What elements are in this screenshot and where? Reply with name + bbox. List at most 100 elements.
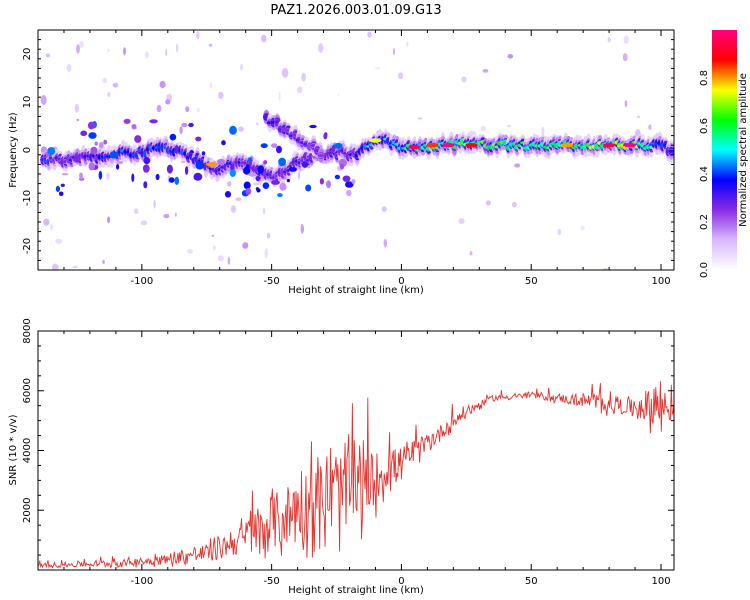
spectrogram-ridge-cell xyxy=(317,154,325,157)
spectrogram-scatter-blob xyxy=(116,164,120,170)
spectrogram-noise-blob xyxy=(648,124,652,130)
spectrogram-scatter-blob xyxy=(55,185,61,192)
spectrogram-noise-blob xyxy=(557,229,562,235)
spectrogram-scatter-blob xyxy=(134,135,142,143)
spectrogram-hotspot xyxy=(426,143,439,148)
spectrogram-noise-blob xyxy=(392,47,396,56)
spectrogram-noise-blob xyxy=(301,72,307,82)
spectrogram-scatter-blob xyxy=(94,155,98,161)
spectrogram-noise-blob xyxy=(40,95,47,105)
spectrogram-scatter-blob xyxy=(174,145,179,154)
spectrogram-scatter-blob xyxy=(288,167,297,172)
spectrogram-heatmap xyxy=(40,31,674,270)
axis-tick-label: 4000 xyxy=(22,438,33,463)
spectrogram-scatter-blob xyxy=(109,151,119,159)
spectrogram-scatter-blob xyxy=(229,125,237,135)
spectrogram-noise-blob xyxy=(297,171,301,180)
spectrogram-scatter-blob xyxy=(271,143,278,148)
spectrogram-scatter-blob xyxy=(201,151,206,156)
spectrogram-scatter-blob xyxy=(79,172,83,179)
spectrogram-noise-blob xyxy=(227,256,231,265)
spectrogram-noise-blob xyxy=(480,126,486,132)
colorbar-scale xyxy=(712,30,737,270)
snr-frame xyxy=(37,330,675,571)
spectrogram-noise-blob xyxy=(79,41,84,49)
spectrogram-noise-blob xyxy=(262,207,266,215)
chart-title: PAZ1.2026.003.01.09.G13 xyxy=(270,3,441,18)
snr-y-label: SNR (10 * v/v) xyxy=(8,414,19,485)
spectrogram-noise-blob xyxy=(211,234,215,237)
spectrogram-noise-blob xyxy=(458,218,465,225)
axis-tick-label: 0.2 xyxy=(699,214,710,230)
spectrogram-noise-blob xyxy=(153,199,156,209)
spectrogram-scatter-blob xyxy=(193,172,203,181)
spectrogram-noise-blob xyxy=(217,255,224,262)
spectrogram-noise-blob xyxy=(175,43,179,53)
spectrogram-scatter-blob xyxy=(131,173,135,182)
axis-tick-label: 50 xyxy=(525,576,538,587)
colorbar-label: Normalized spectral amplitude xyxy=(738,73,749,227)
spectrogram-scatter-blob xyxy=(339,163,345,170)
spectrogram-noise-blob xyxy=(102,259,105,264)
colorbar-ticks: 0.0 0.2 0.4 0.6 0.8 xyxy=(699,70,710,278)
spectrogram-noise-blob xyxy=(209,82,213,89)
spectrogram-scatter-blob xyxy=(143,157,151,165)
spectrogram-scatter-blob xyxy=(277,193,283,198)
axis-tick-label: 8000 xyxy=(22,318,33,343)
spectrogram-scatter-blob xyxy=(305,184,312,192)
spectrogram-scatter-blob xyxy=(123,118,131,124)
spectrogram-noise-blob xyxy=(163,214,170,219)
spectrogram-noise-blob xyxy=(622,53,628,62)
spectrogram-noise-blob xyxy=(179,126,183,135)
spectrogram-noise-blob xyxy=(252,182,260,186)
spectrogram-noise-blob xyxy=(156,104,162,113)
axis-tick-label: 20 xyxy=(22,48,33,61)
snr-ticks: -100 -50 0 50 100 2000 4000 6000 8000 xyxy=(22,318,674,587)
spectrogram-noise-blob xyxy=(52,263,59,270)
spectrogram-noise-blob xyxy=(256,122,259,126)
spectrogram-noise-blob xyxy=(318,43,324,53)
spectrogram-noise-blob xyxy=(623,35,629,44)
spectrogram-scatter-blob xyxy=(98,141,104,149)
spectrogram-noise-blob xyxy=(213,245,216,250)
spectrogram-scatter-blob xyxy=(333,142,343,149)
spectrogram-noise-blob xyxy=(264,248,269,258)
spectrogram-hotspot xyxy=(408,144,421,150)
axis-tick-label: -50 xyxy=(263,576,279,587)
spectrogram-hotspot xyxy=(623,143,636,148)
spectrogram-scatter-blob xyxy=(263,160,268,165)
spectrogram-noise-blob xyxy=(50,224,53,231)
spectrogram-noise-blob xyxy=(238,126,244,132)
spectrogram-noise-blob xyxy=(72,265,78,269)
axis-tick-label: 2000 xyxy=(22,498,33,523)
spectrogram-scatter-blob xyxy=(47,147,56,156)
spectrogram-hotspot xyxy=(205,162,218,167)
spectrogram-noise-blob xyxy=(186,249,193,254)
spectrogram-noise-blob xyxy=(469,251,473,256)
spectrogram-noise-blob xyxy=(227,181,232,187)
spectrogram-scatter-blob xyxy=(87,121,95,130)
spectrogram-scatter-blob xyxy=(279,182,287,191)
spectrogram-scatter-blob xyxy=(103,139,108,145)
spectrogram-frame xyxy=(37,29,675,271)
spectrogram-scatter-blob xyxy=(345,181,354,188)
spectrogram-scatter-blob xyxy=(143,181,148,189)
spectrogram-scatter-blob xyxy=(149,119,158,124)
spectrogram-scatter-blob xyxy=(60,183,65,187)
spectrogram-hotspot xyxy=(465,143,478,148)
spectrogram-noise-blob xyxy=(165,99,171,105)
spectrogram-scatter-blob xyxy=(184,166,189,175)
spectrogram-noise-blob xyxy=(235,197,242,201)
spectrogram-scatter-blob xyxy=(44,159,48,163)
spectrogram-noise-blob xyxy=(367,31,372,38)
spectrogram-scatter-blob xyxy=(319,178,324,185)
spectrogram-noise-blob xyxy=(122,47,127,56)
spectrogram-noise-blob xyxy=(174,212,177,217)
spectrogram-noise-blob xyxy=(461,76,467,83)
spectrogram-noise-blob xyxy=(511,201,517,208)
colorbar: 0.0 0.2 0.4 0.6 0.8 Normalized spectral ampl… xyxy=(699,30,749,278)
spectrogram-scatter-blob xyxy=(80,130,88,137)
spectrogram-scatter-blob xyxy=(169,133,177,141)
spectrogram-scatter-blob xyxy=(217,158,225,166)
